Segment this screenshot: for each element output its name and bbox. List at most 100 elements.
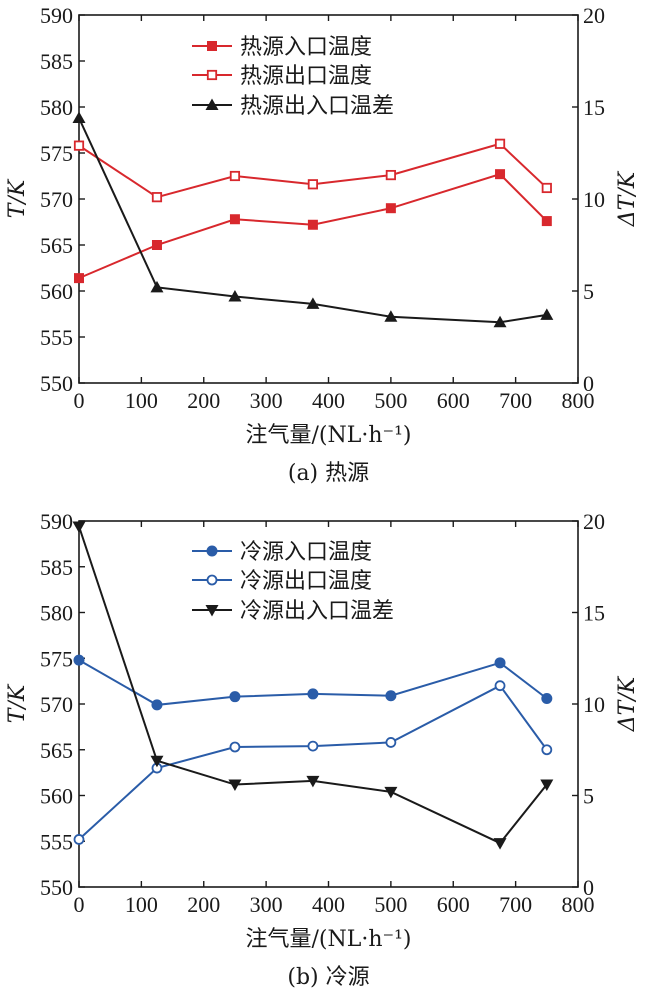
x-tick-label: 600 (437, 892, 470, 917)
x-tick-label: 600 (437, 388, 470, 413)
data-point (306, 775, 320, 788)
series-1 (74, 169, 552, 284)
x-tick-label: 300 (250, 388, 283, 413)
data-point (229, 214, 240, 225)
y-left-tick-label: 555 (40, 829, 73, 854)
x-axis-label: 注气量/(NL·h⁻¹) (245, 927, 411, 952)
x-tick-label: 0 (74, 892, 85, 917)
data-point (151, 240, 162, 250)
x-tick-label: 500 (374, 388, 407, 413)
x-tick-label: 400 (312, 388, 345, 413)
y-right-tick-label: 20 (583, 509, 605, 534)
y-left-tick-label: 585 (40, 555, 73, 580)
chart-a: 0 100 200 300 400 500 600 700 800550555560565570… (5, 3, 640, 486)
data-point (151, 192, 163, 203)
data-point (384, 310, 398, 322)
y-left-tick-label: 570 (40, 692, 73, 717)
y-left-tick-label: 565 (40, 738, 73, 763)
data-point (541, 216, 552, 227)
y-left-tick-label: 575 (40, 141, 73, 166)
y-right-axis-label: ΔT/K (615, 675, 640, 732)
x-axis-label: 注气量/(NL·h⁻¹) (245, 423, 411, 448)
data-point (229, 691, 241, 703)
data-point (73, 654, 85, 666)
data-point (228, 290, 242, 302)
data-point (540, 779, 554, 792)
data-point (306, 297, 320, 309)
x-tick-label: 200 (187, 892, 220, 917)
x-tick-label: 0 (74, 388, 85, 413)
y-left-tick-label: 580 (40, 601, 73, 626)
legend-entry: 冷源出口温度 (240, 569, 372, 594)
data-point (229, 170, 241, 182)
data-point (385, 203, 396, 214)
data-point (72, 521, 86, 533)
y-left-tick-label: 575 (40, 646, 73, 671)
data-point (307, 219, 318, 230)
y-right-tick-label: 0 (583, 371, 594, 396)
data-point (493, 315, 507, 328)
x-tick-label: 700 (499, 892, 532, 917)
series-3 (72, 521, 554, 850)
legend-entry: 热源出入口温差 (240, 94, 394, 119)
data-point (540, 308, 554, 320)
legend-marker (207, 41, 217, 51)
y-right-tick-label: 5 (583, 784, 594, 809)
legend-marker (205, 98, 219, 110)
data-point (73, 140, 85, 151)
y-right-axis-label: ΔT/K (615, 170, 640, 227)
x-tick-label: 800 (562, 892, 595, 917)
data-point (385, 737, 397, 748)
data-point (72, 111, 86, 124)
y-left-tick-label: 570 (40, 187, 73, 212)
y-right-tick-label: 20 (583, 3, 605, 28)
data-point (307, 179, 319, 190)
data-point (151, 699, 163, 711)
data-point (228, 779, 242, 792)
x-tick-label: 700 (499, 388, 532, 413)
series-1 (73, 654, 553, 711)
legend-marker (206, 574, 218, 586)
x-tick-label: 100 (125, 892, 158, 917)
data-point (73, 834, 85, 845)
data-point (229, 741, 241, 753)
y-left-tick-label: 590 (40, 509, 73, 534)
data-point (150, 280, 164, 293)
y-left-axis-label: T/K (5, 683, 30, 723)
y-left-tick-label: 560 (40, 784, 73, 809)
x-tick-label: 300 (250, 892, 283, 917)
data-point (495, 169, 506, 180)
y-left-tick-label: 555 (40, 325, 73, 350)
chart-b: 0 100 200 300 400 500 600 700 800550555560565570… (5, 509, 640, 990)
y-right-tick-label: 0 (583, 875, 594, 900)
legend-marker (206, 545, 218, 557)
y-left-axis-label: T/K (5, 178, 30, 218)
data-point (385, 690, 397, 702)
y-right-tick-label: 15 (583, 601, 605, 626)
data-point (384, 786, 398, 799)
x-tick-label: 200 (187, 388, 220, 413)
legend-entry: 冷源入口温度 (240, 540, 372, 565)
data-point (74, 273, 84, 284)
data-point (541, 693, 553, 705)
series-2 (73, 680, 553, 845)
legend-marker (206, 69, 218, 81)
y-right-tick-label: 15 (583, 95, 605, 120)
y-left-tick-label: 585 (40, 49, 73, 74)
data-point (494, 138, 506, 149)
series-3 (72, 111, 554, 328)
data-point (150, 755, 164, 768)
x-tick-label: 100 (125, 388, 158, 413)
legend-entry: 热源出口温度 (240, 64, 372, 89)
legend-entry: 冷源出入口温差 (240, 599, 394, 624)
y-left-tick-label: 565 (40, 233, 73, 258)
data-point (385, 169, 396, 181)
legend-marker (205, 605, 219, 617)
y-left-tick-label: 550 (40, 875, 73, 900)
y-left-tick-label: 560 (40, 279, 73, 304)
y-left-tick-label: 590 (40, 3, 73, 28)
data-point (493, 838, 507, 850)
data-point (307, 688, 319, 700)
